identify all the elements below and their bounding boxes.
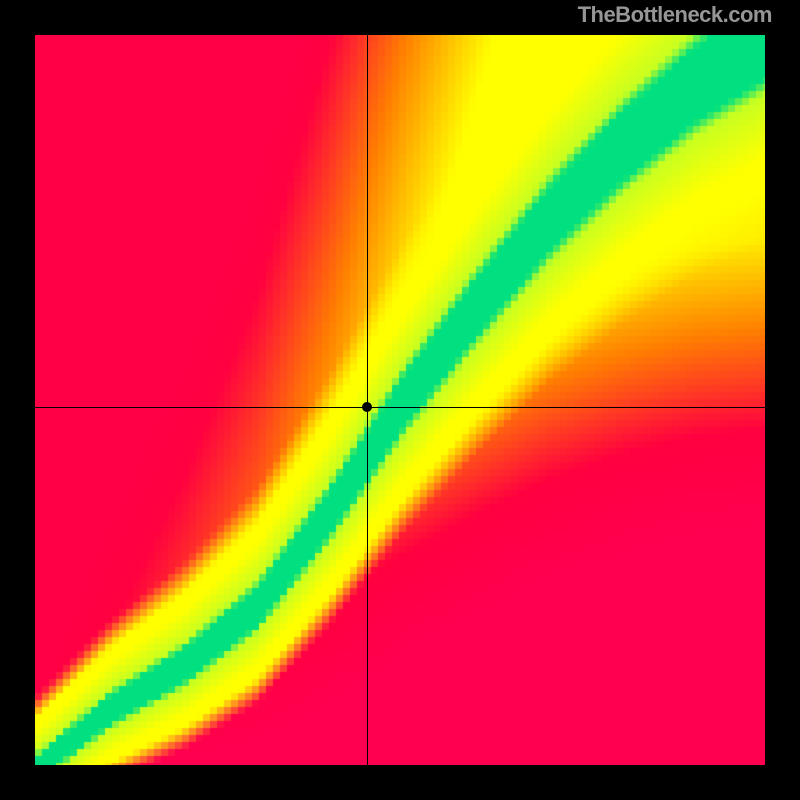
heatmap-plot-area (35, 35, 765, 765)
crosshair-vertical (367, 35, 368, 765)
heatmap-canvas (35, 35, 765, 765)
chart-container: TheBottleneck.com (0, 0, 800, 800)
watermark-text: TheBottleneck.com (578, 2, 772, 28)
crosshair-horizontal (35, 407, 765, 408)
crosshair-marker-dot (362, 402, 372, 412)
